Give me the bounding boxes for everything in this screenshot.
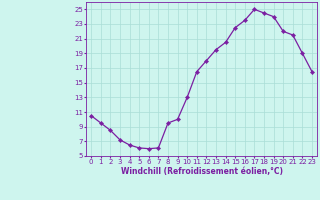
X-axis label: Windchill (Refroidissement éolien,°C): Windchill (Refroidissement éolien,°C) xyxy=(121,167,283,176)
